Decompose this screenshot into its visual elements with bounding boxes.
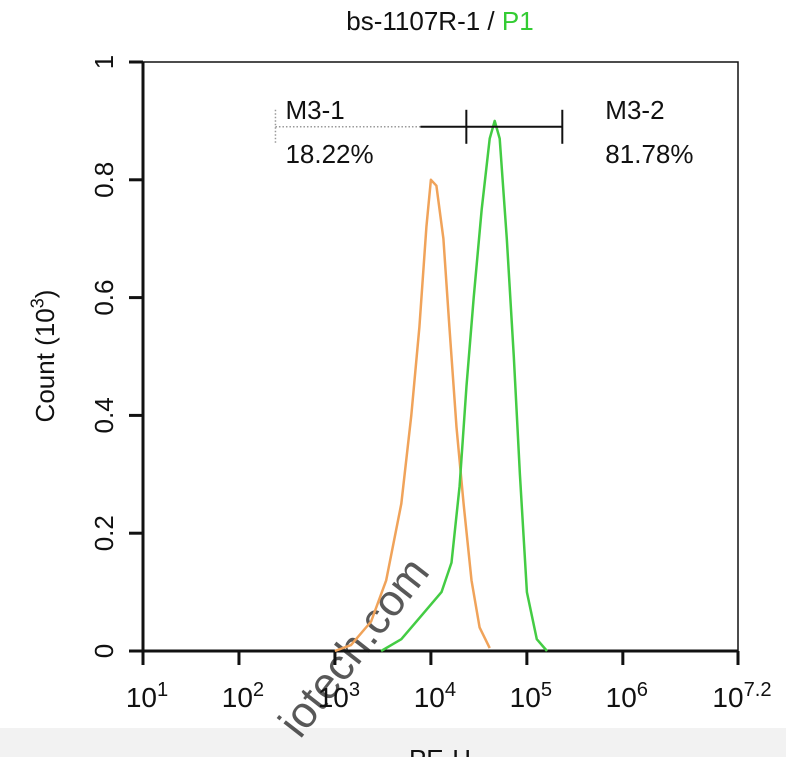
x-tick-label: 106 <box>606 679 648 713</box>
x-axis-label: PE-H <box>409 744 471 757</box>
footer-band <box>0 728 786 757</box>
gate-name: M3-1 <box>285 95 344 125</box>
y-tick-label: 0 <box>89 644 119 658</box>
histogram-line <box>380 119 548 653</box>
gate-marker: M3-1 18.22% <box>274 95 468 169</box>
gate-percent: 18.22% <box>285 139 373 169</box>
chart-title: bs-1107R-1 / P1 <box>346 6 533 36</box>
gate-marker: M3-2 81.78% <box>466 95 693 169</box>
x-tick-label: 107.2 <box>712 679 771 713</box>
gate-percent: 81.78% <box>605 139 693 169</box>
x-tick-label: 102 <box>222 679 264 713</box>
y-tick-label: 0.8 <box>89 162 119 198</box>
x-tick-label: 105 <box>510 679 552 713</box>
gate-name: M3-2 <box>605 95 664 125</box>
y-axis-label: Count (103) <box>28 290 60 423</box>
x-tick-label: 103 <box>318 679 360 713</box>
title-text: bs-1107R-1 / <box>346 6 495 36</box>
x-tick-label: 101 <box>126 679 168 713</box>
y-tick-label: 1 <box>89 55 119 69</box>
x-tick-label: 104 <box>414 679 456 713</box>
y-tick-label: 0.2 <box>89 515 119 551</box>
title-gate: P1 <box>502 6 534 36</box>
y-tick-label: 0.4 <box>89 397 119 433</box>
watermark: iotech.com <box>269 548 439 746</box>
y-tick-label: 0.6 <box>89 280 119 316</box>
histogram-line <box>334 178 491 653</box>
